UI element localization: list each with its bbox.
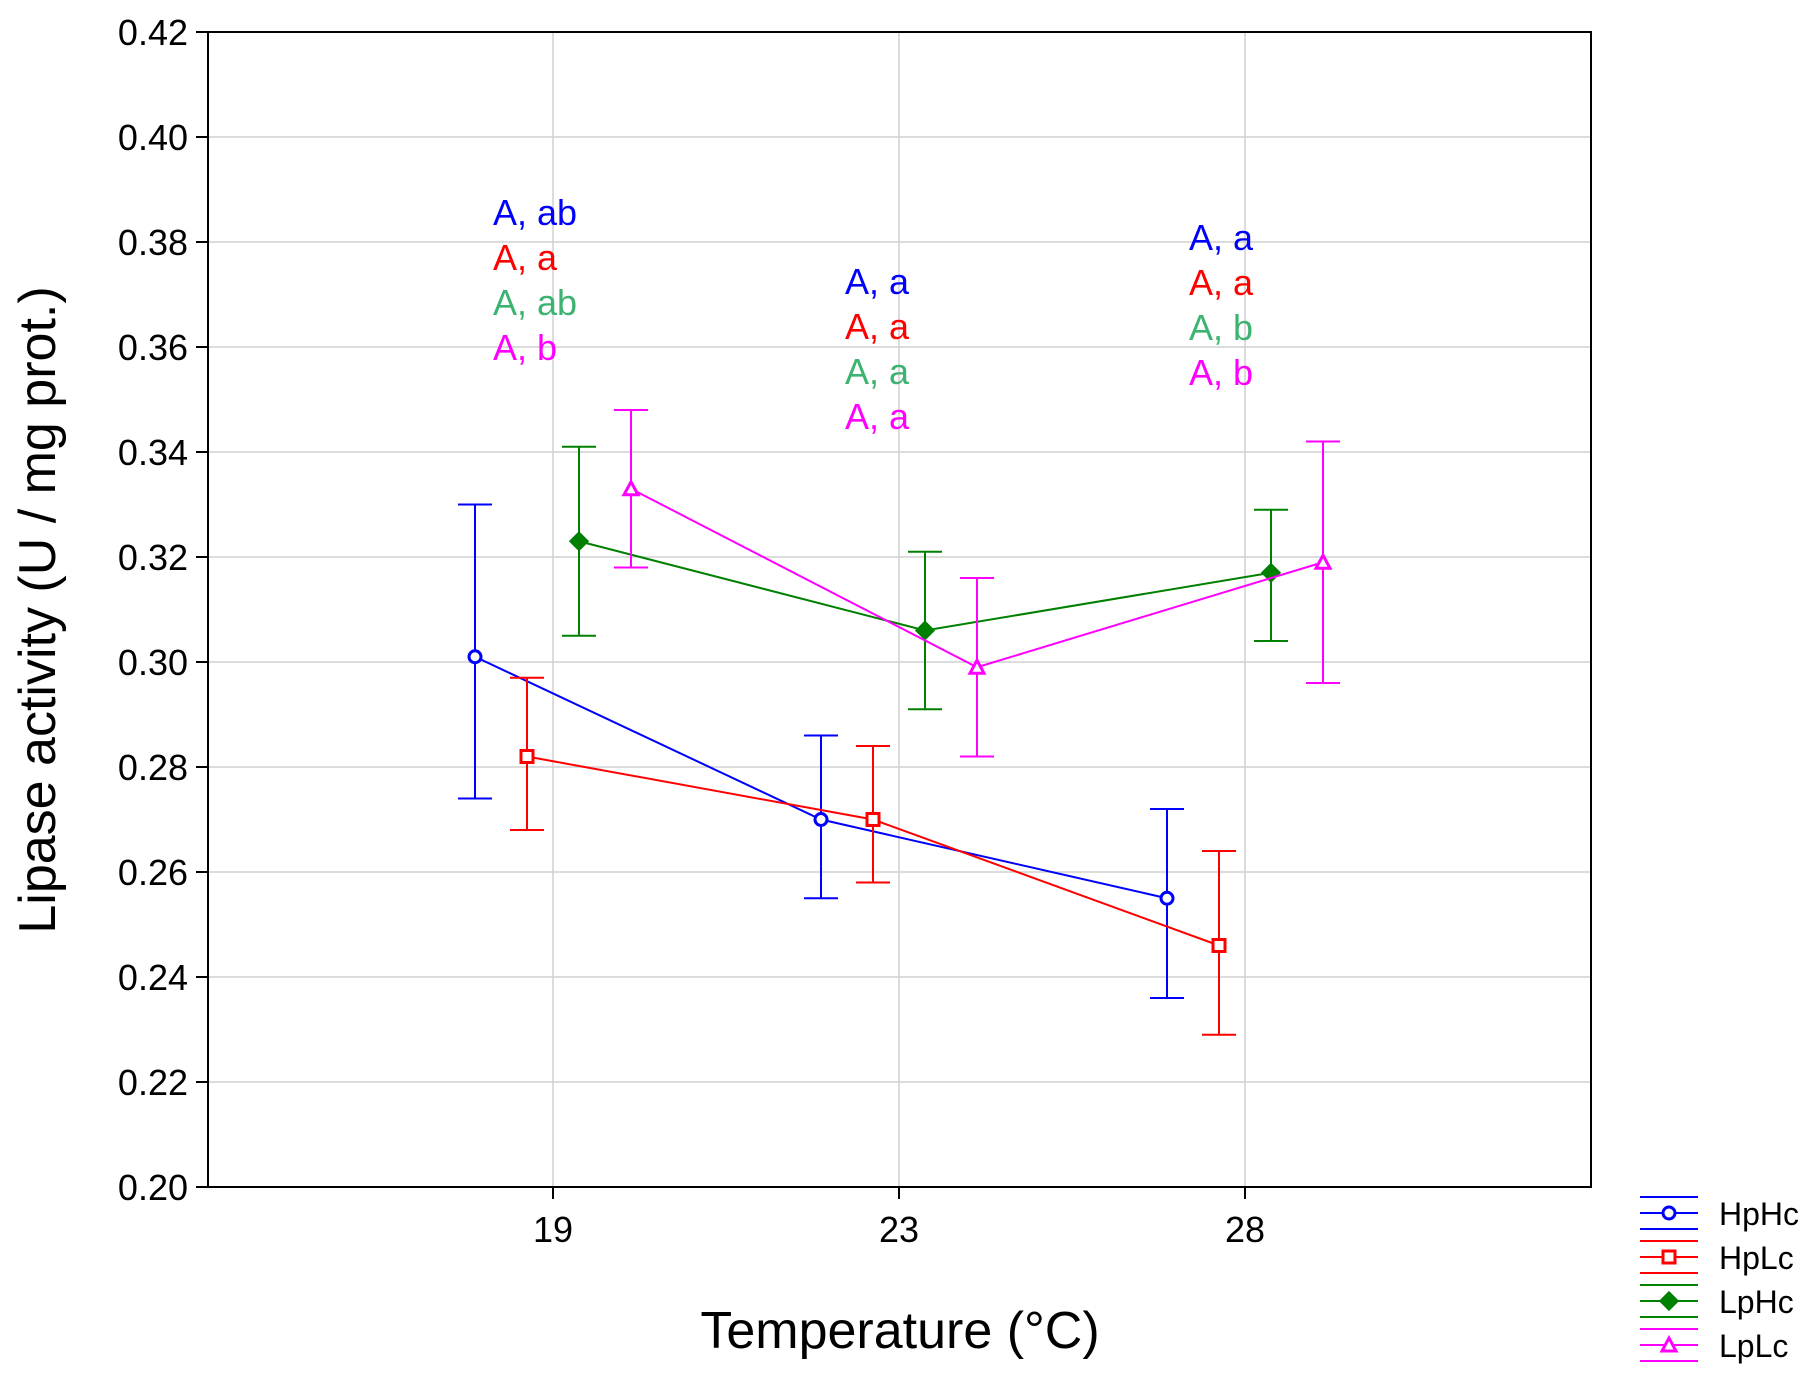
legend-item-lphc: LpHc [1640,1284,1794,1320]
legend-marker [1661,1205,1677,1221]
y-tick-label: 0.20 [118,1167,188,1208]
legend-item-lplc: LpLc [1640,1328,1788,1364]
series-hphc [458,503,1184,999]
significance-label: A, b [1189,352,1253,393]
legend-label: LpLc [1719,1328,1788,1364]
x-axis-ticks: 19 23 28 [533,1187,1265,1250]
series-hplc [510,676,1236,1036]
data-point [914,620,936,641]
legend-marker [1661,1249,1677,1265]
data-point [621,478,641,497]
legend: HpHc HpLc LpHc LpLc [1640,1196,1799,1364]
grid-lines [208,31,1591,1188]
y-tick-label: 0.36 [118,327,188,368]
data-point [1159,890,1175,906]
data-point [1313,552,1333,570]
legend-marker [1659,1334,1679,1353]
y-tick-label: 0.26 [118,852,188,893]
significance-label: A, a [493,237,558,278]
series-lplc [614,409,1340,758]
y-tick-label: 0.34 [118,432,188,473]
legend-label: HpHc [1719,1196,1799,1232]
y-tick-label: 0.28 [118,747,188,788]
significance-label: A, a [845,351,910,392]
legend-item-hphc: HpHc [1640,1196,1799,1232]
y-axis-title: Lipase activity (U / mg prot.) [9,286,67,933]
data-point [467,649,483,665]
data-point [967,657,987,675]
x-tick-label: 28 [1225,1209,1265,1250]
data-point [865,812,881,827]
y-tick-label: 0.30 [118,642,188,683]
y-tick-label: 0.38 [118,222,188,263]
significance-label: A, ab [493,192,577,233]
legend-label: HpLc [1719,1240,1794,1276]
legend-marker [1658,1290,1680,1312]
series-lphc [562,445,1288,711]
significance-label: A, a [845,396,910,437]
y-tick-label: 0.42 [118,12,188,53]
significance-label: A, a [845,261,910,302]
significance-label: A, b [493,327,557,368]
annotation-layer: A, abA, aA, abA, bA, aA, aA, aA, aA, aA,… [493,192,1254,437]
x-tick-label: 19 [533,1209,573,1250]
data-point [1211,938,1227,953]
significance-label: A, a [1189,262,1254,303]
y-tick-label: 0.24 [118,957,188,998]
y-tick-label: 0.22 [118,1062,188,1103]
legend-item-hplc: HpLc [1640,1240,1794,1276]
x-tick-label: 23 [879,1209,919,1250]
significance-label: A, ab [493,282,577,323]
significance-label: A, b [1189,307,1253,348]
data-point [519,749,535,764]
significance-label: A, a [1189,217,1254,258]
x-axis-title: Temperature (°C) [700,1302,1099,1360]
legend-label: LpHc [1719,1284,1794,1320]
data-point [813,812,829,827]
series-layer [458,409,1340,1036]
y-axis-ticks: 0.20 0.22 0.24 0.26 0.28 0.30 0.32 0.34 0.36 0.38… [118,12,208,1208]
data-point [568,531,590,552]
y-tick-label: 0.40 [118,117,188,158]
significance-label: A, a [845,306,910,347]
y-tick-label: 0.32 [118,537,188,578]
